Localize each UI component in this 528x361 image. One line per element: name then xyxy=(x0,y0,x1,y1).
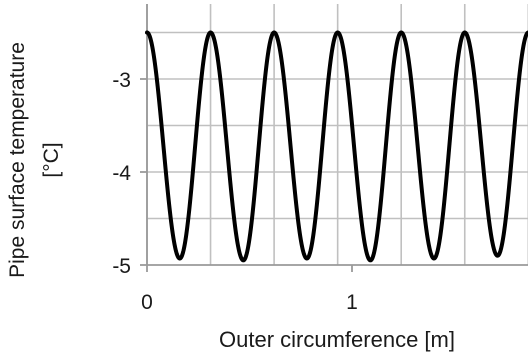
tick-labels: -3 -4 -5 0 1 xyxy=(112,69,358,314)
x-tick-label: 1 xyxy=(346,291,358,314)
y-axis-label-line2: [°C] xyxy=(40,142,63,177)
x-axis-label: Outer circumference [m] xyxy=(219,327,455,352)
x-tick-label: 0 xyxy=(141,291,153,314)
y-tick-label: -3 xyxy=(112,69,131,92)
y-tick-label: -5 xyxy=(112,255,131,278)
y-axis-label-line1: Pipe surface temperature xyxy=(6,42,29,278)
y-tick-label: -4 xyxy=(112,162,131,185)
